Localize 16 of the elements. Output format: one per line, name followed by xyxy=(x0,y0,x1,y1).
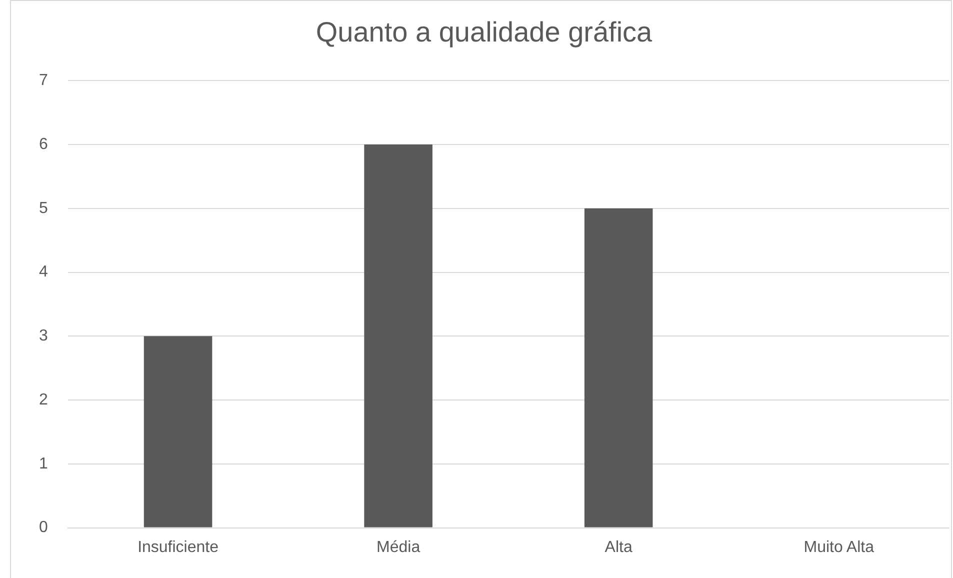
y-tick-label: 7 xyxy=(38,72,48,90)
bar xyxy=(364,144,432,528)
bar xyxy=(144,336,212,528)
x-tick-label: Alta xyxy=(604,538,632,556)
y-tick-label: 4 xyxy=(38,264,48,281)
y-tick-label: 5 xyxy=(38,200,48,217)
y-tick-label: 6 xyxy=(38,136,48,153)
y-tick-label: 3 xyxy=(38,328,48,345)
chart-title: Quanto a qualidade gráfica xyxy=(316,16,653,48)
y-tick-label: 0 xyxy=(38,519,48,536)
bar xyxy=(584,208,653,528)
y-tick-label: 2 xyxy=(38,391,48,408)
x-tick-label: Muito Alta xyxy=(804,538,874,556)
x-tick-label: Média xyxy=(376,538,420,556)
y-tick-label: 1 xyxy=(38,455,48,472)
x-tick-label: Insuficiente xyxy=(138,538,219,556)
